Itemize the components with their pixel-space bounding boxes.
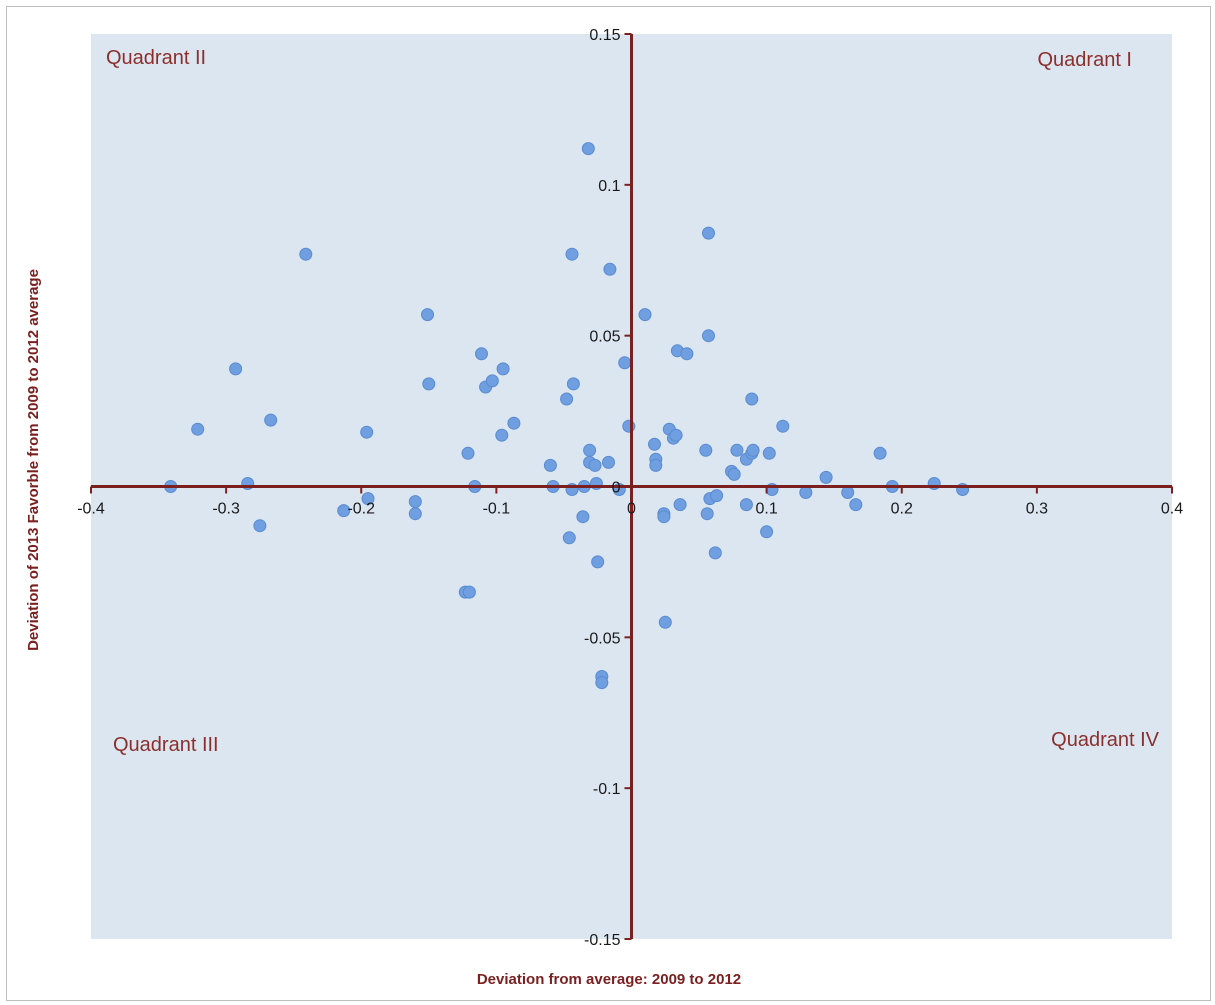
data-point-52 bbox=[657, 510, 671, 524]
data-point-70 bbox=[739, 498, 753, 512]
data-point-75 bbox=[760, 525, 774, 539]
data-point-19 bbox=[475, 347, 488, 361]
data-point-25 bbox=[543, 458, 557, 472]
y-tick-label: 0.15 bbox=[589, 27, 620, 44]
data-point-29 bbox=[565, 247, 579, 261]
data-point-41 bbox=[595, 676, 609, 690]
data-point-17 bbox=[461, 446, 475, 460]
data-point-73 bbox=[746, 443, 760, 457]
data-point-3 bbox=[229, 362, 243, 376]
data-point-22 bbox=[495, 428, 509, 442]
data-point-63 bbox=[702, 329, 715, 343]
data-point-39 bbox=[591, 555, 605, 569]
data-point-81 bbox=[841, 486, 855, 499]
data-point-60 bbox=[699, 443, 713, 457]
data-point-27 bbox=[560, 392, 574, 406]
data-point-48 bbox=[648, 437, 661, 451]
quadrant-4-label: Quadrant IV bbox=[1051, 729, 1160, 751]
x-tick-label: 0.4 bbox=[1161, 501, 1183, 518]
data-point-5 bbox=[253, 519, 267, 533]
data-point-80 bbox=[819, 470, 833, 484]
data-point-59 bbox=[680, 347, 694, 361]
y-tick-label: -0.05 bbox=[584, 630, 621, 647]
data-point-66 bbox=[710, 489, 724, 503]
y-tick-label: -0.15 bbox=[584, 932, 621, 949]
data-point-24 bbox=[507, 416, 521, 430]
x-tick-label: -0.1 bbox=[483, 501, 511, 518]
x-tick-label: 0.1 bbox=[756, 501, 778, 518]
data-point-50 bbox=[649, 458, 663, 472]
data-point-45 bbox=[618, 356, 632, 370]
data-point-43 bbox=[603, 262, 617, 276]
quadrant-1-label: Quadrant I bbox=[1037, 49, 1132, 71]
data-point-2 bbox=[191, 422, 205, 436]
y-tick-label: -0.1 bbox=[593, 781, 621, 798]
data-point-69 bbox=[730, 443, 744, 457]
data-point-28 bbox=[562, 531, 576, 545]
data-point-9 bbox=[360, 425, 374, 439]
data-point-61 bbox=[700, 507, 714, 521]
data-point-13 bbox=[421, 308, 434, 322]
tick-labels: -0.4 -0.3 -0.2 -0.1 0 0.1 0.2 0.3 0.4 0.15 0.1 0.05… bbox=[77, 27, 1183, 949]
data-point-8 bbox=[337, 504, 351, 518]
x-tick-label: 0.2 bbox=[891, 501, 913, 518]
data-point-35 bbox=[583, 443, 597, 457]
data-points bbox=[164, 142, 970, 690]
data-point-58 bbox=[673, 498, 687, 512]
data-point-78 bbox=[776, 419, 790, 433]
data-point-12 bbox=[408, 507, 422, 521]
data-point-76 bbox=[762, 446, 776, 460]
y-axis-title: Deviation of 2013 Favorble from 2009 to … bbox=[25, 269, 42, 651]
quadrant-2-label: Quadrant II bbox=[106, 47, 206, 69]
data-point-23 bbox=[496, 362, 510, 376]
x-tick-label: -0.3 bbox=[212, 501, 240, 518]
data-point-56 bbox=[669, 428, 683, 442]
data-point-14 bbox=[422, 377, 436, 391]
data-point-79 bbox=[799, 486, 813, 499]
data-point-62 bbox=[702, 226, 715, 240]
data-point-21 bbox=[485, 374, 499, 388]
x-tick-label: -0.2 bbox=[347, 501, 375, 518]
data-point-53 bbox=[658, 615, 672, 629]
data-point-74 bbox=[745, 392, 759, 406]
y-tick-label: 0.1 bbox=[598, 178, 620, 195]
scatter-chart: -0.4 -0.3 -0.2 -0.1 0 0.1 0.2 0.3 0.4 0.15 0.1 0.05… bbox=[25, 27, 1183, 988]
y-tick-label: 0 bbox=[612, 480, 621, 497]
data-point-83 bbox=[873, 446, 887, 460]
data-point-16 bbox=[462, 585, 476, 599]
data-point-42 bbox=[602, 455, 615, 469]
data-point-34 bbox=[581, 142, 595, 156]
data-point-11 bbox=[408, 495, 422, 509]
data-point-37 bbox=[588, 458, 602, 472]
data-point-7 bbox=[299, 247, 313, 261]
data-point-32 bbox=[576, 510, 590, 524]
data-point-6 bbox=[264, 413, 278, 427]
quadrant-3-label: Quadrant III bbox=[113, 734, 219, 756]
y-tick-label: 0.05 bbox=[589, 329, 620, 346]
x-axis-title: Deviation from average: 2009 to 2012 bbox=[477, 971, 741, 988]
data-point-68 bbox=[727, 467, 741, 481]
data-point-10 bbox=[361, 492, 375, 506]
x-tick-label: 0 bbox=[627, 501, 636, 518]
chart-frame: -0.4 -0.3 -0.2 -0.1 0 0.1 0.2 0.3 0.4 0.15 0.1 0.05… bbox=[6, 6, 1211, 1001]
x-tick-label: 0.3 bbox=[1026, 501, 1048, 518]
data-point-82 bbox=[849, 498, 863, 512]
x-tick-label: -0.4 bbox=[77, 501, 105, 518]
data-point-47 bbox=[638, 308, 652, 322]
data-point-30 bbox=[566, 377, 580, 391]
data-point-65 bbox=[708, 546, 722, 560]
